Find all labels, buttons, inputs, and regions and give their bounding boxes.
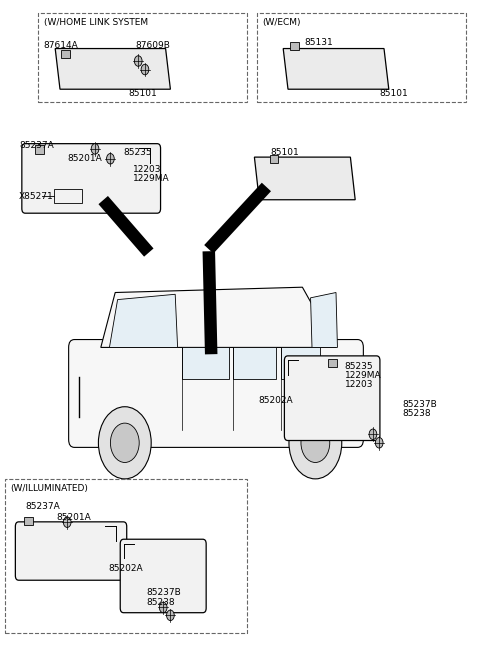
Circle shape (98, 407, 151, 479)
Text: 85237B: 85237B (402, 400, 437, 409)
Bar (54, 189, 82, 203)
Bar (24, 517, 33, 525)
Text: 12203: 12203 (133, 165, 162, 174)
Text: (W/ECM): (W/ECM) (263, 18, 301, 28)
Polygon shape (55, 49, 170, 89)
Text: 85238: 85238 (146, 598, 175, 607)
Circle shape (91, 144, 99, 154)
Circle shape (159, 602, 167, 613)
Circle shape (167, 610, 174, 621)
Bar (328, 359, 337, 367)
Circle shape (107, 154, 114, 164)
FancyBboxPatch shape (120, 539, 206, 613)
Text: 85235: 85235 (124, 148, 153, 157)
Bar (281, 346, 320, 379)
Text: 85201A: 85201A (67, 154, 102, 163)
Polygon shape (101, 287, 336, 348)
Bar (38, 13, 247, 102)
Text: 12203: 12203 (345, 380, 373, 389)
Text: 85101: 85101 (271, 148, 300, 157)
Circle shape (134, 56, 142, 66)
Bar (61, 50, 70, 58)
Polygon shape (283, 49, 389, 89)
Polygon shape (109, 295, 178, 348)
Text: 85237B: 85237B (146, 588, 181, 597)
Bar (290, 42, 299, 50)
FancyBboxPatch shape (22, 144, 160, 213)
Bar (5, 479, 247, 633)
Polygon shape (311, 293, 337, 348)
Circle shape (375, 438, 383, 448)
Circle shape (141, 64, 149, 75)
Bar (257, 13, 466, 102)
Circle shape (289, 407, 342, 479)
Text: 87609B: 87609B (135, 41, 170, 51)
Bar (35, 146, 44, 154)
Circle shape (369, 429, 377, 440)
Text: 1229MA: 1229MA (133, 174, 170, 183)
Text: 85131: 85131 (305, 38, 334, 47)
Text: 85202A: 85202A (258, 396, 293, 405)
Polygon shape (254, 157, 355, 199)
Text: X85271: X85271 (19, 192, 54, 201)
Text: 85237A: 85237A (19, 141, 54, 150)
FancyBboxPatch shape (284, 356, 380, 441)
Bar (270, 155, 278, 163)
Bar (182, 346, 229, 379)
Text: 85238: 85238 (402, 409, 431, 419)
Text: 85101: 85101 (379, 89, 408, 98)
Text: 85101: 85101 (128, 89, 157, 98)
FancyBboxPatch shape (15, 522, 127, 580)
Text: 87614A: 87614A (43, 41, 78, 51)
Text: 1229MA: 1229MA (345, 371, 381, 380)
Text: 85201A: 85201A (57, 513, 91, 522)
Circle shape (110, 423, 139, 462)
Text: 85237A: 85237A (25, 502, 60, 511)
Text: (W/HOME LINK SYSTEM: (W/HOME LINK SYSTEM (44, 18, 148, 28)
Text: (W/ILLUMINATED): (W/ILLUMINATED) (11, 484, 88, 493)
Text: 85202A: 85202A (108, 564, 143, 573)
Circle shape (301, 423, 330, 462)
Bar (233, 346, 276, 379)
FancyBboxPatch shape (69, 340, 363, 447)
Circle shape (63, 517, 71, 527)
Text: 85235: 85235 (345, 361, 373, 371)
